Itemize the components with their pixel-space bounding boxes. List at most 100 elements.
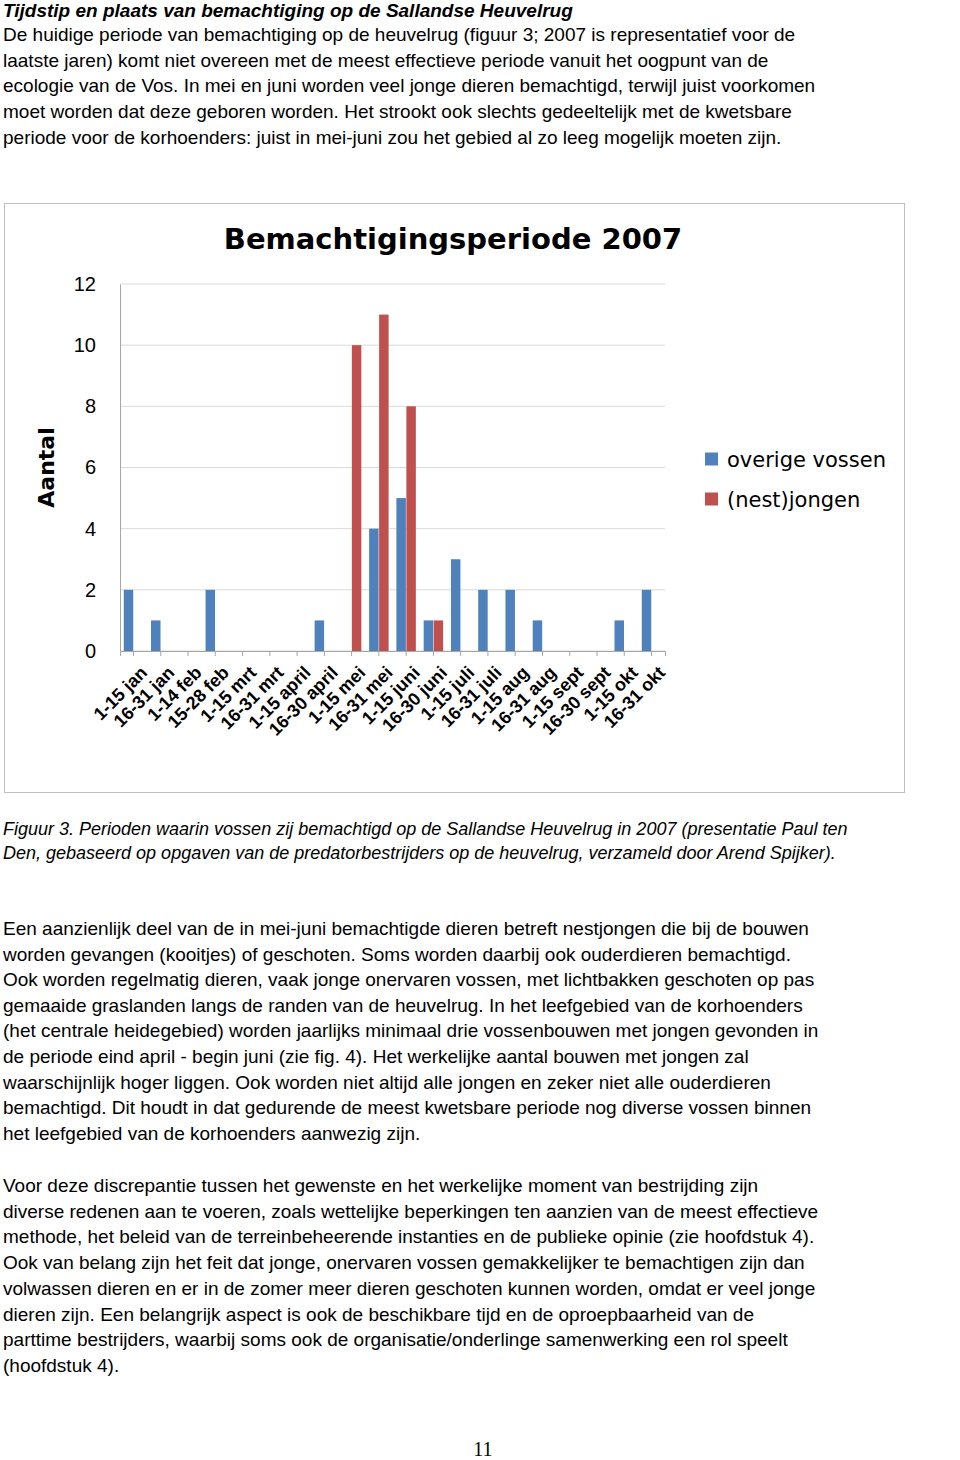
bar: [560, 651, 569, 652]
bar: [570, 651, 579, 652]
tick-mark: [297, 651, 298, 656]
bar: [315, 620, 324, 651]
tick-mark: [515, 651, 516, 656]
bar: [161, 651, 170, 652]
y-tick-label: 4: [85, 518, 96, 540]
bar: [260, 651, 269, 652]
plot-area: 0246810121-15 jan16-31 jan1-14 feb15-28 …: [74, 273, 669, 740]
y-tick-label: 2: [85, 579, 96, 601]
bar: [342, 651, 351, 652]
page-number: 11: [0, 1438, 960, 1460]
bar: [515, 651, 524, 652]
bar: [134, 651, 143, 652]
text-span: waarschijnlijk hoger liggen. Ook worden …: [3, 1070, 771, 1096]
text-line: periode voor de korhoenders: juist in me…: [3, 125, 960, 151]
text-span: methode, het beleid van de terreinbeheer…: [3, 1224, 814, 1250]
grid-line: [120, 345, 665, 346]
grid-line: [120, 406, 665, 407]
bar: [151, 620, 160, 651]
x-axis: 1-15 jan16-31 jan1-14 feb15-28 feb1-15 m…: [90, 651, 670, 740]
text-line: (het centrale heidegebied) worden jaarli…: [3, 1018, 960, 1044]
legend-swatch: [705, 453, 718, 466]
tick-mark: [188, 651, 189, 656]
text-span: Figuur 3. Perioden waarin vossen zij bem…: [3, 817, 848, 841]
text-span: bemachtigd. Dit houdt in dat gedurende d…: [3, 1095, 811, 1121]
tick-mark: [624, 651, 625, 656]
bar: [642, 590, 651, 651]
axis-line: [121, 652, 666, 657]
axis-line: [120, 285, 121, 652]
text-span: worden gevangen (kooitjes) of geschoten.…: [3, 942, 791, 968]
text-line: (hoofdstuk 4).: [3, 1353, 960, 1379]
tick-mark: [351, 651, 352, 656]
tick-mark: [487, 651, 488, 656]
tick-mark: [215, 651, 216, 656]
text-span: De huidige periode van bemachtiging op d…: [3, 22, 795, 48]
text-span: (hoofdstuk 4).: [3, 1353, 119, 1379]
grid-line: [120, 528, 665, 529]
text-line: bemachtigd. Dit houdt in dat gedurende d…: [3, 1095, 960, 1121]
text-span: gemaaide graslanden langs de randen van …: [3, 993, 803, 1019]
text-line: worden gevangen (kooitjes) of geschoten.…: [3, 942, 960, 968]
chart-title: Bemachtigingsperiode 2007: [224, 222, 682, 256]
tick-mark: [133, 651, 134, 656]
bar: [216, 651, 225, 652]
y-tick: 12: [74, 273, 120, 295]
text-line: laatste jaren) komt niet overeen met de …: [3, 48, 960, 74]
tick-mark: [269, 651, 270, 656]
text-span: Voor deze discrepantie tussen het gewens…: [3, 1173, 758, 1199]
legend-label: overige vossen: [727, 448, 886, 472]
text-line: volwassen dieren en er in de zomer meer …: [3, 1276, 960, 1302]
tick-mark: [160, 651, 161, 656]
y-tick-label: 10: [74, 334, 96, 356]
bar: [233, 651, 242, 652]
y-tick: 0: [85, 640, 120, 662]
bar: [478, 590, 487, 651]
bar: [505, 590, 514, 651]
grid: [120, 284, 665, 651]
tick-mark: [378, 651, 379, 656]
y-axis-title: Aantal: [34, 427, 59, 507]
bar: [615, 620, 624, 651]
y-tick: 2: [85, 579, 120, 601]
bar: [597, 651, 606, 652]
legend: overige vossen(nest)jongen: [705, 448, 886, 512]
bar: [406, 406, 415, 651]
text-span: laatste jaren) komt niet overeen met de …: [3, 48, 768, 74]
text-line: Ook worden regelmatig dieren, vaak jonge…: [3, 967, 960, 993]
text-line: parttime bestrijders, waarbij soms ook d…: [3, 1327, 960, 1353]
text-line: moet worden dat deze geboren worden. Het…: [3, 99, 960, 125]
bar: [488, 651, 497, 652]
chart: 0246810121-15 jan16-31 jan1-14 feb15-28 …: [4, 203, 905, 793]
y-axis: 024681012: [74, 273, 121, 662]
tick-mark: [324, 651, 325, 656]
legend-item: overige vossen: [705, 448, 886, 472]
y-tick-label: 12: [74, 273, 96, 295]
y-tick-label: 8: [85, 395, 96, 417]
bar: [652, 651, 661, 652]
bar: [379, 315, 388, 651]
bar: [424, 620, 433, 651]
heading: Tijdstip en plaats van bemachtiging op d…: [3, 0, 960, 22]
bar: [124, 590, 133, 651]
bar: [533, 620, 542, 651]
bar: [352, 345, 361, 651]
text-span: periode voor de korhoenders: juist in me…: [3, 125, 781, 151]
tick-mark: [569, 651, 570, 656]
x-tick: 16-31 okt: [600, 651, 669, 732]
bar: [451, 559, 460, 651]
bar: [461, 651, 470, 652]
text-span: Een aanzienlijk deel van de in mei-juni …: [3, 916, 809, 942]
text-line: Ook van belang zijn het feit dat jonge, …: [3, 1250, 960, 1276]
tick-mark: [651, 651, 652, 656]
bar: [206, 590, 215, 651]
text-span: parttime bestrijders, waarbij soms ook d…: [3, 1327, 788, 1353]
text-span: (het centrale heidegebied) worden jaarli…: [3, 1018, 818, 1044]
text-span: volwassen dieren en er in de zomer meer …: [3, 1276, 815, 1302]
grid-line: [120, 589, 665, 590]
bar: [178, 651, 187, 652]
paragraph: Voor deze discrepantie tussen het gewens…: [3, 1173, 960, 1379]
bar: [188, 651, 197, 652]
legend-swatch: [705, 493, 718, 506]
tick-mark: [542, 651, 543, 656]
